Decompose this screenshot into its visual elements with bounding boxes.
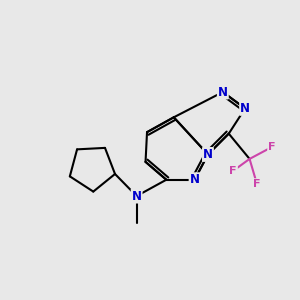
Text: F: F [268, 142, 276, 152]
Text: N: N [132, 190, 142, 202]
Text: N: N [218, 85, 228, 98]
Text: F: F [230, 166, 237, 176]
Text: N: N [190, 173, 200, 186]
Text: F: F [253, 179, 261, 189]
Text: N: N [203, 148, 213, 161]
Text: N: N [240, 102, 250, 115]
